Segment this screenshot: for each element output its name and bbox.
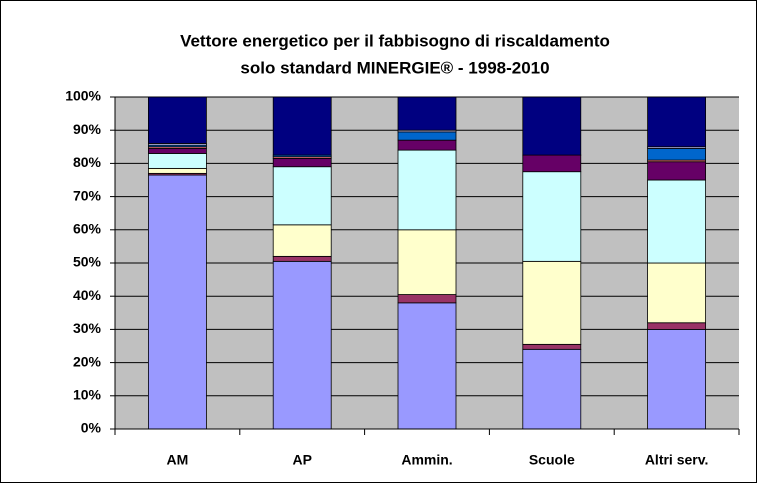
bar-segment (522, 343, 582, 350)
bar-segment (522, 171, 582, 262)
bar-segment (147, 167, 207, 174)
y-tick-label: 70% (73, 187, 102, 203)
bar-segment (272, 96, 332, 156)
x-tick-label: AP (292, 452, 311, 468)
bar-segment (272, 260, 332, 430)
bar-segment (647, 96, 706, 148)
bar-segment (272, 158, 332, 168)
bar-segment (647, 179, 706, 264)
bar-segment (522, 260, 582, 345)
bar-segment (522, 154, 582, 173)
y-tick-label: 50% (73, 254, 102, 270)
y-tick-label: 30% (73, 320, 102, 336)
bar-segment (147, 148, 207, 154)
y-tick-label: 0% (81, 420, 102, 436)
bar-segment (147, 96, 207, 144)
y-tick-label: 90% (73, 121, 102, 137)
bar-segment (397, 149, 457, 231)
x-tick-label: Scuole (529, 452, 575, 468)
bar-segment (397, 139, 457, 151)
y-tick-label: 60% (73, 221, 102, 237)
y-tick-label: 80% (73, 154, 102, 170)
x-tick-label: Ammin. (401, 452, 452, 468)
bar-segment (522, 96, 582, 156)
bar-segment (522, 348, 582, 430)
bar-segment (397, 294, 457, 304)
bar-segment (397, 96, 457, 131)
y-tick-label: 100% (65, 88, 101, 104)
bar-segment (647, 322, 706, 330)
bar-segment (647, 148, 706, 161)
bar-segment (397, 131, 457, 141)
bar-segment (272, 166, 332, 226)
bar-segment (147, 153, 207, 169)
bar-segment (147, 174, 207, 430)
bar-segment (647, 328, 706, 430)
bar-segment (272, 255, 332, 262)
bar-segment (397, 229, 457, 295)
bar-segment (647, 262, 706, 324)
y-tick-label: 20% (73, 353, 102, 369)
x-tick-label: AM (167, 452, 189, 468)
bar-segment (647, 161, 706, 181)
x-tick-label: Altri serv. (645, 452, 709, 468)
chart-title: solo standard MINERGIE® - 1998-2010 (240, 58, 549, 77)
chart-title: Vettore energetico per il fabbisogno di … (180, 31, 610, 50)
y-tick-label: 40% (73, 287, 102, 303)
y-tick-label: 10% (73, 387, 102, 403)
bar-segment (397, 302, 457, 430)
bar-segment (272, 224, 332, 257)
